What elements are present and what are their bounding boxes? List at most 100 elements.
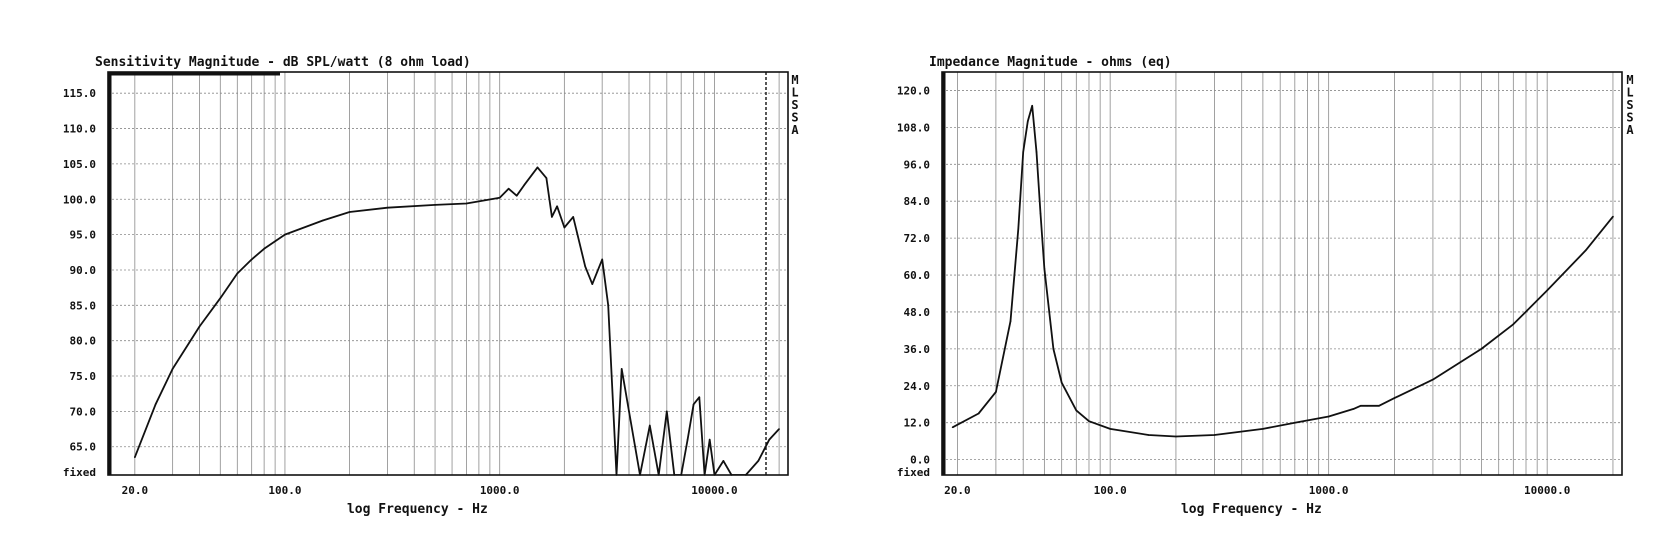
data-point	[620, 368, 623, 370]
data-point	[1009, 320, 1012, 323]
data-point	[219, 297, 222, 300]
fixed-label: fixed	[63, 466, 96, 479]
data-point	[768, 438, 771, 441]
data-point	[713, 474, 716, 476]
data-point	[1393, 397, 1396, 399]
watermark-letter: S	[791, 111, 798, 125]
y-tick-label: 95.0	[70, 229, 97, 242]
data-point	[666, 410, 668, 413]
data-point	[1039, 212, 1042, 215]
x-tick-label: 100.0	[268, 484, 301, 497]
y-tick-label: 24.0	[904, 380, 931, 393]
data-point	[1546, 289, 1548, 292]
watermark-letter: A	[791, 123, 799, 137]
plot-frame	[107, 71, 789, 476]
data-point	[1060, 381, 1063, 384]
data-point	[628, 410, 630, 413]
watermark-letter: L	[1626, 86, 1633, 100]
data-point	[386, 206, 389, 209]
data-point	[572, 216, 574, 218]
y-tick-label: 75.0	[70, 370, 97, 383]
x-tick-label: 10000.0	[691, 484, 737, 497]
y-tick-label: 0.0	[910, 454, 930, 467]
data-point	[515, 194, 518, 197]
y-tick-label: 96.0	[904, 158, 931, 171]
data-point	[1294, 421, 1296, 424]
data-point	[1612, 215, 1614, 218]
y-tick-label: 65.0	[70, 441, 97, 454]
data-point	[708, 438, 711, 441]
data-point	[1075, 409, 1078, 412]
data-point	[680, 474, 682, 476]
data-point	[198, 325, 201, 328]
data-point	[1088, 420, 1090, 423]
data-point	[563, 226, 566, 229]
data-point	[639, 474, 641, 476]
data-point	[1480, 348, 1483, 350]
data-point	[236, 272, 239, 275]
x-axis-label: log Frequency - Hz	[1181, 502, 1322, 517]
data-point	[1147, 434, 1150, 436]
data-point	[1022, 151, 1024, 153]
series-line	[133, 166, 780, 475]
data-point	[686, 438, 689, 441]
data-point	[536, 166, 539, 169]
chart-1: Sensitivity Magnitude - dB SPL/watt (8 o…	[63, 55, 800, 517]
plot-frame	[941, 71, 1623, 476]
chart-title: Impedance Magnitude - ohms (eq)	[929, 55, 1172, 70]
y-tick-label: 48.0	[904, 306, 931, 319]
data-point	[673, 474, 676, 476]
data-point	[1262, 428, 1264, 430]
watermark-letter: L	[791, 86, 798, 100]
y-tick-label: 36.0	[904, 343, 931, 356]
data-point	[649, 424, 651, 427]
data-point	[284, 233, 286, 236]
x-tick-label: 20.0	[944, 484, 971, 497]
data-point	[134, 456, 136, 459]
chart-2: Impedance Magnitude - ohms (eq) log Frequ…	[897, 55, 1635, 517]
data-point	[584, 265, 586, 268]
data-point	[1109, 428, 1111, 430]
series-line	[952, 104, 1614, 438]
data-point	[995, 391, 997, 393]
data-point	[1043, 268, 1046, 270]
watermark-letter: S	[791, 98, 798, 112]
y-tick-label: 100.0	[63, 193, 96, 206]
x-axis-label: log Frequency - Hz	[347, 502, 488, 517]
data-point	[698, 396, 701, 399]
data-point	[657, 474, 660, 476]
y-tick-label: 60.0	[904, 269, 931, 282]
y-tick-label: 115.0	[63, 87, 96, 100]
x-tick-label: 20.0	[122, 484, 149, 497]
y-tick-label: 90.0	[70, 264, 97, 277]
data-point	[498, 197, 501, 199]
data-point	[348, 211, 351, 213]
chart-title: Sensitivity Magnitude - dB SPL/watt (8 o…	[95, 55, 471, 70]
data-point	[1359, 405, 1362, 407]
data-point	[1512, 323, 1515, 326]
data-point	[1031, 105, 1033, 107]
data-point	[551, 216, 553, 218]
data-point	[250, 258, 253, 261]
data-point	[977, 412, 980, 415]
data-point	[1366, 405, 1368, 407]
y-tick-label: 70.0	[70, 405, 97, 418]
y-tick-label: 12.0	[904, 417, 931, 430]
watermark-letter: S	[1626, 111, 1633, 125]
watermark-letter: M	[791, 73, 798, 87]
data-point	[1175, 435, 1177, 438]
data-point	[1378, 405, 1380, 407]
data-point	[951, 426, 954, 429]
data-point	[1432, 378, 1434, 381]
fixed-label: fixed	[897, 466, 930, 479]
data-point	[1035, 151, 1038, 153]
data-point	[722, 460, 725, 462]
data-point	[692, 403, 695, 406]
y-tick-label: 105.0	[63, 158, 96, 171]
x-tick-label: 100.0	[1094, 484, 1127, 497]
data-point	[757, 460, 760, 462]
data-point	[545, 177, 548, 179]
data-point	[322, 219, 324, 222]
